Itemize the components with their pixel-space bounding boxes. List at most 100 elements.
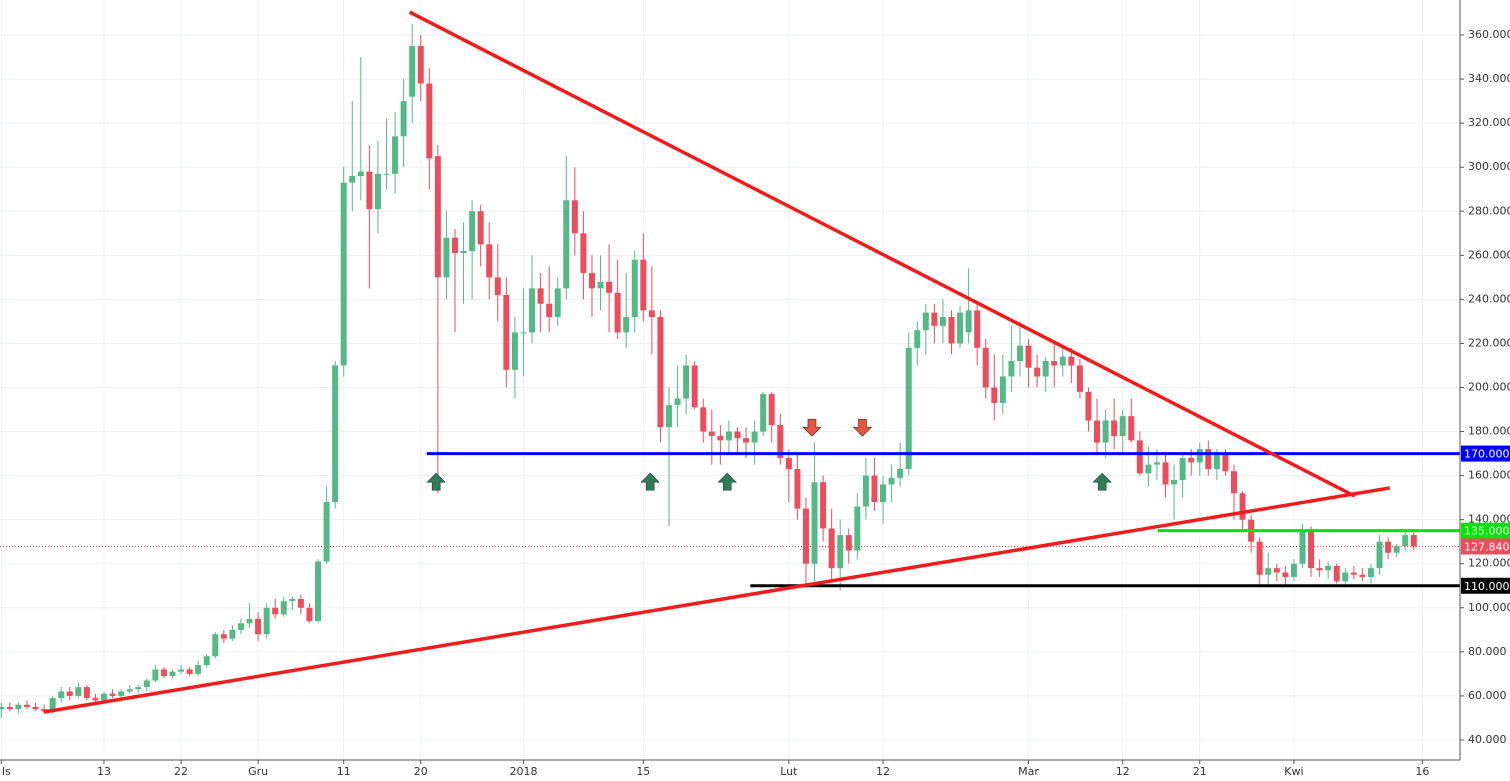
candle-body	[220, 634, 227, 639]
candle-body	[195, 665, 202, 674]
candle-body	[15, 704, 22, 710]
candle-body	[1325, 565, 1332, 571]
candle-body	[92, 698, 99, 701]
x-tick-label: 16	[1415, 765, 1429, 778]
candle-body	[49, 698, 56, 712]
candle-body	[434, 156, 441, 278]
candle-body	[332, 365, 339, 503]
price-tag-label: 127.840	[1464, 540, 1510, 553]
candle-body	[1068, 356, 1075, 366]
candle-body	[820, 482, 827, 529]
plot-area	[0, 10, 1460, 718]
candle-body	[1359, 574, 1366, 577]
arrow-marker	[426, 472, 446, 491]
candle-body	[1162, 462, 1169, 485]
y-tick-label: 100.000	[1468, 601, 1510, 614]
candle-body	[289, 598, 296, 602]
candle-body	[1282, 572, 1289, 577]
candle-body	[374, 173, 381, 210]
candle-body	[409, 46, 416, 97]
candle-body	[1308, 530, 1315, 569]
candle-body	[178, 669, 185, 672]
x-tick-label: Kwi	[1284, 765, 1303, 778]
candle-body	[400, 101, 407, 137]
candle-body	[1188, 457, 1195, 463]
candle-body	[931, 312, 938, 326]
candle-body	[965, 310, 972, 333]
candle-body	[451, 237, 458, 254]
trendline	[43, 486, 1391, 714]
candle-body	[1265, 568, 1272, 575]
x-tick-label: 13	[97, 765, 111, 778]
candle-body	[845, 535, 852, 551]
candle-body	[1008, 361, 1015, 377]
candle-body	[1111, 420, 1118, 436]
y-tick-label: 260.000	[1468, 248, 1510, 261]
candle-body	[837, 535, 844, 569]
candle-body	[494, 277, 501, 295]
candle-body	[1256, 541, 1263, 575]
candle-body	[323, 502, 330, 562]
trendline	[408, 10, 1356, 498]
candle-body	[939, 316, 946, 326]
candle-body	[1205, 449, 1212, 469]
y-tick-label: 280.000	[1468, 204, 1510, 217]
candle-body	[118, 691, 125, 696]
candle-body	[1385, 541, 1392, 553]
candle-body	[212, 634, 219, 657]
y-tick-label: 360.000	[1468, 28, 1510, 41]
candle-body	[1196, 449, 1203, 463]
candle-body	[974, 310, 981, 348]
arrow-marker	[802, 418, 822, 437]
candle-body	[1025, 345, 1032, 368]
y-tick-label: 240.000	[1468, 292, 1510, 305]
candle-body	[280, 601, 287, 615]
candle-body	[717, 435, 724, 441]
candle-body	[1042, 361, 1049, 377]
candle-body	[708, 431, 715, 436]
candle-body	[66, 691, 73, 696]
candle-body	[1136, 440, 1143, 474]
candle-body	[571, 200, 578, 234]
candle-body	[1316, 568, 1323, 571]
candle-body	[811, 482, 818, 564]
arrow-marker	[852, 418, 873, 437]
candle-body	[75, 687, 82, 696]
candle-body	[743, 438, 750, 443]
candle-body	[469, 211, 476, 251]
candle-body	[1153, 462, 1160, 465]
x-tick-label: Gru	[248, 765, 268, 778]
candle-body	[1367, 568, 1374, 577]
price-tag	[1461, 522, 1510, 539]
candle-body	[897, 468, 904, 478]
candle-body	[546, 303, 553, 317]
candle-body	[1239, 493, 1246, 520]
candle-body	[580, 233, 587, 273]
candle-body	[948, 316, 955, 344]
candle-body	[1171, 480, 1178, 485]
candle-body	[1094, 420, 1101, 443]
candle-body	[297, 598, 304, 608]
candle-body	[631, 259, 638, 317]
x-tick-label: 20	[414, 765, 428, 778]
y-tick-label: 300.000	[1468, 160, 1510, 173]
candle-body	[1051, 361, 1058, 366]
candle-body	[246, 618, 253, 624]
candle-body	[392, 136, 399, 174]
candle-body	[1119, 416, 1126, 436]
candle-body	[1016, 345, 1023, 362]
candle-body	[700, 407, 707, 432]
candle-body	[366, 171, 373, 210]
candle-body	[1231, 471, 1237, 494]
candle-body	[1145, 464, 1152, 474]
x-tick-label: Lut	[780, 765, 798, 778]
candle-body	[263, 607, 270, 635]
y-tick-label: 80.000	[1468, 645, 1507, 658]
candle-body	[520, 332, 527, 334]
arrow-marker	[640, 472, 660, 491]
candle-body	[597, 281, 604, 289]
candle-body	[862, 475, 869, 507]
candle-body	[1059, 356, 1066, 366]
